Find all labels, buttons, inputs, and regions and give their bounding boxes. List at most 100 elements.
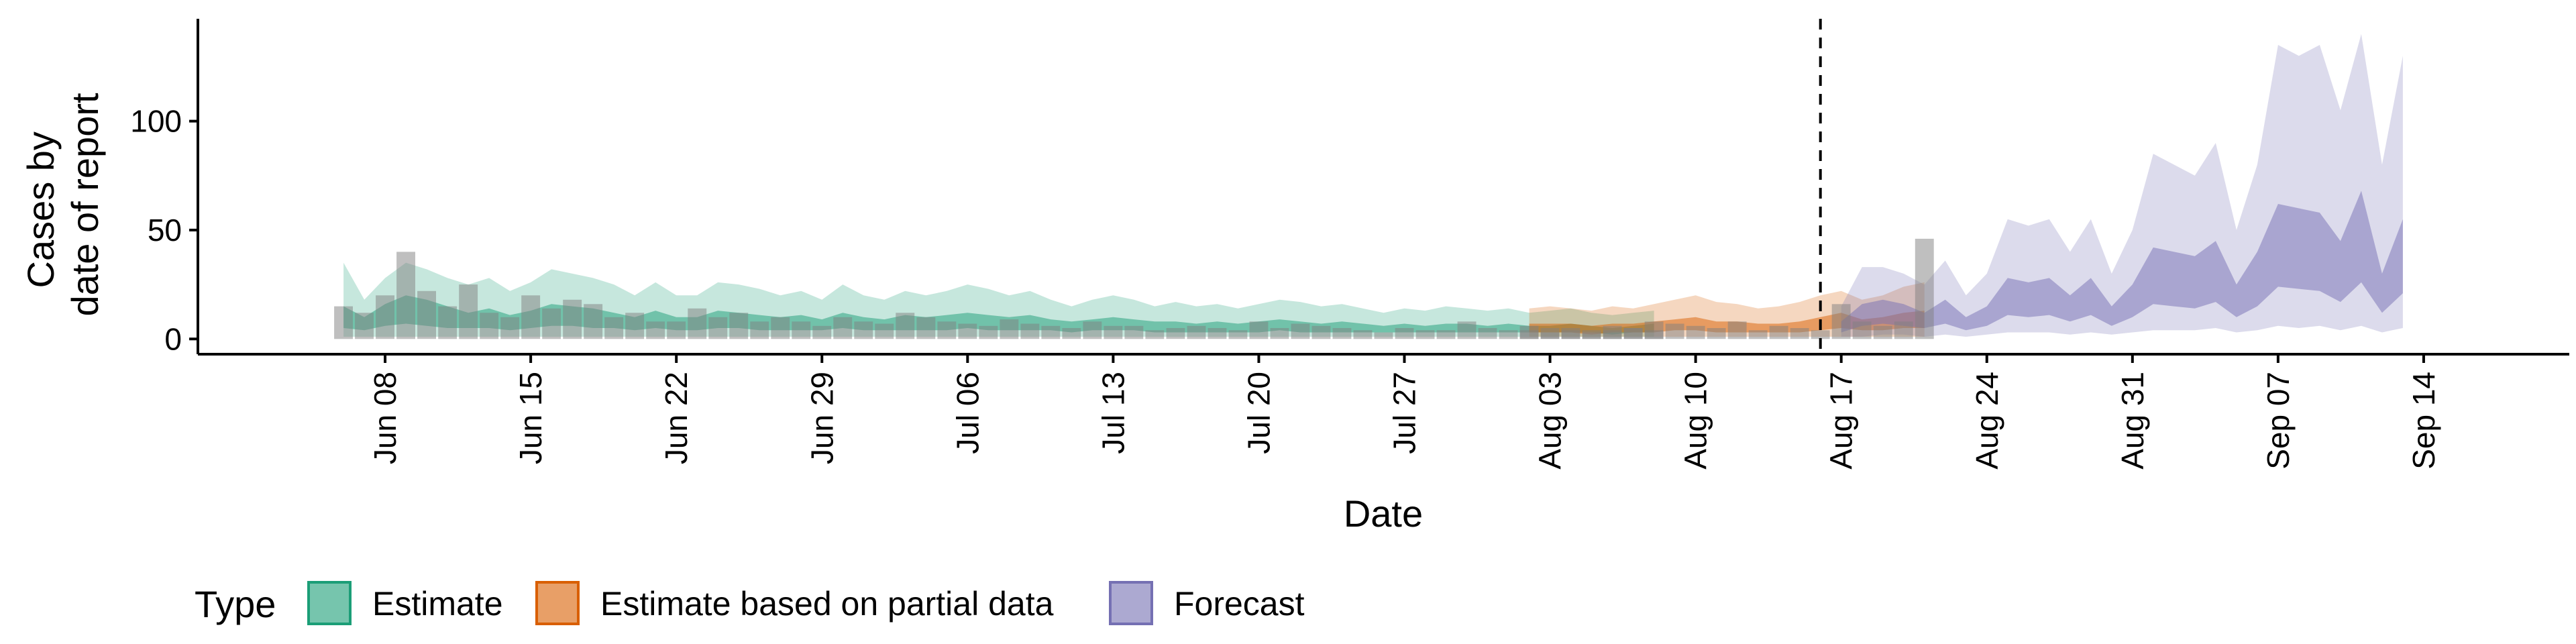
x-tick-label: Sep 14 — [2406, 372, 2441, 470]
y-tick-label: 0 — [164, 321, 182, 356]
observed-bar — [1332, 328, 1352, 339]
observed-bar — [958, 323, 977, 339]
observed-bar — [729, 313, 749, 339]
x-tick-label: Jul 27 — [1387, 372, 1422, 454]
x-tick-label: Jul 13 — [1095, 372, 1130, 454]
observed-bar — [542, 308, 561, 339]
observed-bar — [1395, 328, 1414, 339]
legend-label-estimate: Estimate — [372, 585, 503, 623]
observed-bar — [771, 317, 790, 339]
x-tick-label: Jun 15 — [513, 372, 548, 464]
x-tick-label: Aug 03 — [1533, 372, 1568, 470]
y-tick-label: 100 — [130, 104, 182, 139]
legend-swatch-forecast — [1109, 581, 1153, 625]
y-axis-title: Cases by date of report — [19, 93, 106, 317]
x-tick-label: Jun 22 — [659, 372, 694, 464]
observed-bar — [1187, 325, 1206, 339]
observed-bar — [812, 325, 832, 339]
y-axis-title-line-2: date of report — [64, 93, 106, 317]
observed-bar — [1415, 330, 1435, 339]
observed-bar — [1124, 325, 1144, 339]
plot-area — [334, 19, 2403, 354]
x-tick-label: Aug 10 — [1678, 372, 1713, 470]
observed-bar — [1000, 319, 1019, 339]
legend-swatch-estimate-based-on-partial-data — [535, 581, 580, 625]
observed-bar — [1603, 325, 1622, 339]
x-tick-label: Jul 20 — [1241, 372, 1276, 454]
observed-bar — [1291, 323, 1310, 339]
legend-label-forecast: Forecast — [1174, 585, 1305, 623]
observed-bar — [1499, 330, 1518, 339]
observed-bar — [792, 321, 811, 339]
observed-bar — [1790, 328, 1809, 339]
observed-bar — [1665, 323, 1684, 339]
observed-bar — [1686, 325, 1705, 339]
observed-bar — [896, 313, 915, 339]
observed-bar — [396, 252, 415, 339]
observed-bar — [1748, 330, 1768, 339]
observed-bar — [1727, 321, 1747, 339]
observed-bar — [1623, 328, 1643, 339]
observed-bar — [1104, 325, 1123, 339]
x-tick-label: Jul 06 — [950, 372, 985, 454]
observed-bar — [1540, 328, 1560, 339]
observed-bar — [604, 317, 624, 339]
observed-bar — [459, 284, 478, 339]
x-tick-label: Aug 17 — [1824, 372, 1859, 470]
observed-bar — [1311, 325, 1331, 339]
observed-bar — [1374, 332, 1393, 339]
observed-bar — [1478, 328, 1497, 339]
legend-swatch-estimate — [307, 581, 352, 625]
observed-bar — [355, 313, 374, 339]
observed-bar — [1353, 330, 1373, 339]
observed-bar — [1644, 330, 1664, 339]
y-axis-title-line-1: Cases by — [19, 131, 62, 288]
legend-label-estimate-based-on-partial-data: Estimate based on partial data — [600, 585, 1054, 623]
observed-bar — [875, 323, 894, 339]
observed-bar — [750, 321, 769, 339]
observed-bar — [417, 290, 436, 339]
observed-bar — [1062, 328, 1081, 339]
observed-bar — [667, 321, 686, 339]
observed-bar — [584, 304, 603, 339]
x-axis-title: Date — [1344, 492, 1423, 535]
observed-bar — [1436, 330, 1456, 339]
observed-bar — [1707, 328, 1726, 339]
observed-bar — [1020, 323, 1040, 339]
observed-bar — [1831, 304, 1851, 339]
observed-bar — [480, 313, 499, 339]
observed-bar — [1561, 328, 1580, 339]
observed-bar — [500, 317, 520, 339]
observed-bar — [646, 321, 665, 339]
observed-bar — [1582, 330, 1601, 339]
legend-title: Type — [195, 583, 276, 625]
observed-bar — [1249, 321, 1269, 339]
observed-bar — [1811, 330, 1830, 339]
observed-bar — [1083, 321, 1102, 339]
legend: Type Estimate Estimate based on partial d… — [195, 581, 1305, 625]
observed-bar — [688, 308, 707, 339]
observed-bar — [1270, 328, 1289, 339]
observed-bar — [916, 317, 936, 339]
x-tick-label: Aug 31 — [2115, 372, 2150, 470]
observed-bar — [979, 325, 998, 339]
observed-bar — [1166, 328, 1185, 339]
observed-bar — [1894, 321, 1913, 339]
y-tick-label: 50 — [148, 213, 182, 248]
observed-bar — [1228, 330, 1248, 339]
legend-items: Estimate Estimate based on partial data Fo… — [307, 581, 1305, 625]
observed-bar — [438, 306, 458, 339]
observed-bar — [521, 295, 541, 339]
observed-bar — [625, 313, 645, 339]
ribbon-inner-forecast — [1841, 191, 2403, 333]
observed-bar — [1769, 325, 1788, 339]
observed-bar — [937, 321, 957, 339]
observed-bar — [1208, 328, 1227, 339]
observed-bar — [1041, 325, 1061, 339]
observed-bar — [708, 317, 728, 339]
observed-bar — [1915, 238, 1934, 339]
observed-bar — [376, 295, 394, 339]
observed-bar — [854, 321, 873, 339]
x-tick-label: Sep 07 — [2261, 372, 2296, 470]
